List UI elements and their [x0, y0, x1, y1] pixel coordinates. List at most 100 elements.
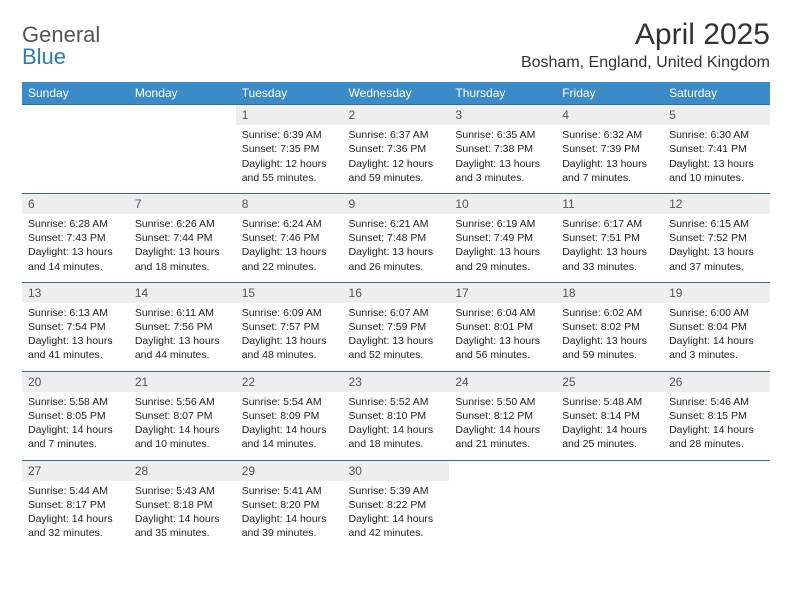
- calendar-cell: 15Sunrise: 6:09 AMSunset: 7:57 PMDayligh…: [236, 282, 343, 371]
- daylight-text: Daylight: 14 hours and 7 minutes.: [28, 423, 123, 451]
- logo: General Blue: [22, 18, 98, 68]
- day-content: Sunrise: 6:37 AMSunset: 7:36 PMDaylight:…: [343, 125, 450, 193]
- sunrise-text: Sunrise: 5:48 AM: [562, 395, 657, 409]
- daylight-text: Daylight: 12 hours and 59 minutes.: [349, 157, 444, 185]
- day-content: Sunrise: 6:15 AMSunset: 7:52 PMDaylight:…: [663, 214, 770, 282]
- sunset-text: Sunset: 7:36 PM: [349, 142, 444, 156]
- sunset-text: Sunset: 8:01 PM: [455, 320, 550, 334]
- day-content: Sunrise: 6:28 AMSunset: 7:43 PMDaylight:…: [22, 214, 129, 282]
- sunrise-text: Sunrise: 6:24 AM: [242, 217, 337, 231]
- calendar-row: 13Sunrise: 6:13 AMSunset: 7:54 PMDayligh…: [22, 282, 770, 371]
- day-content: Sunrise: 5:50 AMSunset: 8:12 PMDaylight:…: [449, 392, 556, 460]
- day-content: Sunrise: 6:39 AMSunset: 7:35 PMDaylight:…: [236, 125, 343, 193]
- day-content: Sunrise: 5:46 AMSunset: 8:15 PMDaylight:…: [663, 392, 770, 460]
- sunrise-text: Sunrise: 6:13 AM: [28, 306, 123, 320]
- calendar-cell: 3 Sunrise: 6:35 AMSunset: 7:38 PMDaylight…: [449, 105, 556, 194]
- daylight-text: Daylight: 13 hours and 41 minutes.: [28, 334, 123, 362]
- day-number: 27: [22, 461, 129, 481]
- daylight-text: Daylight: 14 hours and 14 minutes.: [242, 423, 337, 451]
- day-number: 14: [129, 283, 236, 303]
- calendar-cell: 30Sunrise: 5:39 AMSunset: 8:22 PMDayligh…: [343, 460, 450, 548]
- sunrise-text: Sunrise: 6:19 AM: [455, 217, 550, 231]
- calendar-cell: 20Sunrise: 5:58 AMSunset: 8:05 PMDayligh…: [22, 371, 129, 460]
- calendar-row: 27Sunrise: 5:44 AMSunset: 8:17 PMDayligh…: [22, 460, 770, 548]
- calendar-cell: 22Sunrise: 5:54 AMSunset: 8:09 PMDayligh…: [236, 371, 343, 460]
- day-content: Sunrise: 5:39 AMSunset: 8:22 PMDaylight:…: [343, 481, 450, 549]
- day-content: Sunrise: 6:32 AMSunset: 7:39 PMDaylight:…: [556, 125, 663, 193]
- sunset-text: Sunset: 7:51 PM: [562, 231, 657, 245]
- daylight-text: Daylight: 14 hours and 25 minutes.: [562, 423, 657, 451]
- daylight-text: Daylight: 13 hours and 3 minutes.: [455, 157, 550, 185]
- calendar-cell-empty: [556, 460, 663, 548]
- sunrise-text: Sunrise: 6:26 AM: [135, 217, 230, 231]
- sunrise-text: Sunrise: 5:56 AM: [135, 395, 230, 409]
- day-number: 29: [236, 461, 343, 481]
- daylight-text: Daylight: 13 hours and 18 minutes.: [135, 245, 230, 273]
- sunrise-text: Sunrise: 6:02 AM: [562, 306, 657, 320]
- calendar-cell: 8Sunrise: 6:24 AMSunset: 7:46 PMDaylight…: [236, 193, 343, 282]
- daylight-text: Daylight: 13 hours and 59 minutes.: [562, 334, 657, 362]
- day-number: 24: [449, 372, 556, 392]
- calendar-cell: 25Sunrise: 5:48 AMSunset: 8:14 PMDayligh…: [556, 371, 663, 460]
- day-content: Sunrise: 6:00 AMSunset: 8:04 PMDaylight:…: [663, 303, 770, 371]
- page-header: General Blue April 2025 Bosham, England,…: [22, 18, 770, 72]
- calendar-cell: 28Sunrise: 5:43 AMSunset: 8:18 PMDayligh…: [129, 460, 236, 548]
- sunrise-text: Sunrise: 6:00 AM: [669, 306, 764, 320]
- day-number: 6: [22, 194, 129, 214]
- calendar-cell-empty: [22, 105, 129, 194]
- calendar-cell: 13Sunrise: 6:13 AMSunset: 7:54 PMDayligh…: [22, 282, 129, 371]
- calendar-cell-empty: [129, 105, 236, 194]
- day-number: 12: [663, 194, 770, 214]
- day-content: Sunrise: 6:04 AMSunset: 8:01 PMDaylight:…: [449, 303, 556, 371]
- sunset-text: Sunset: 8:18 PM: [135, 498, 230, 512]
- day-number: 3: [449, 105, 556, 125]
- daylight-text: Daylight: 13 hours and 26 minutes.: [349, 245, 444, 273]
- logo-blue: Blue: [22, 44, 66, 69]
- daylight-text: Daylight: 14 hours and 3 minutes.: [669, 334, 764, 362]
- calendar-cell: 11Sunrise: 6:17 AMSunset: 7:51 PMDayligh…: [556, 193, 663, 282]
- sunset-text: Sunset: 8:02 PM: [562, 320, 657, 334]
- sunrise-text: Sunrise: 5:58 AM: [28, 395, 123, 409]
- sunset-text: Sunset: 7:39 PM: [562, 142, 657, 156]
- calendar-cell: 14Sunrise: 6:11 AMSunset: 7:56 PMDayligh…: [129, 282, 236, 371]
- sunset-text: Sunset: 7:48 PM: [349, 231, 444, 245]
- month-title: April 2025: [521, 18, 770, 52]
- sunrise-text: Sunrise: 5:44 AM: [28, 484, 123, 498]
- sunrise-text: Sunrise: 6:35 AM: [455, 128, 550, 142]
- calendar-cell: 10Sunrise: 6:19 AMSunset: 7:49 PMDayligh…: [449, 193, 556, 282]
- daylight-text: Daylight: 14 hours and 18 minutes.: [349, 423, 444, 451]
- daylight-text: Daylight: 13 hours and 22 minutes.: [242, 245, 337, 273]
- day-content: Sunrise: 6:21 AMSunset: 7:48 PMDaylight:…: [343, 214, 450, 282]
- sunset-text: Sunset: 7:52 PM: [669, 231, 764, 245]
- daylight-text: Daylight: 13 hours and 14 minutes.: [28, 245, 123, 273]
- day-header: Friday: [556, 82, 663, 105]
- day-number: 10: [449, 194, 556, 214]
- sunset-text: Sunset: 7:49 PM: [455, 231, 550, 245]
- day-content: Sunrise: 5:58 AMSunset: 8:05 PMDaylight:…: [22, 392, 129, 460]
- day-content: Sunrise: 6:11 AMSunset: 7:56 PMDaylight:…: [129, 303, 236, 371]
- day-content: Sunrise: 6:13 AMSunset: 7:54 PMDaylight:…: [22, 303, 129, 371]
- daylight-text: Daylight: 14 hours and 42 minutes.: [349, 512, 444, 540]
- calendar-cell: 19Sunrise: 6:00 AMSunset: 8:04 PMDayligh…: [663, 282, 770, 371]
- day-content: Sunrise: 5:41 AMSunset: 8:20 PMDaylight:…: [236, 481, 343, 549]
- day-header: Thursday: [449, 82, 556, 105]
- daylight-text: Daylight: 14 hours and 35 minutes.: [135, 512, 230, 540]
- calendar-cell: 4Sunrise: 6:32 AMSunset: 7:39 PMDaylight…: [556, 105, 663, 194]
- daylight-text: Daylight: 14 hours and 28 minutes.: [669, 423, 764, 451]
- sunset-text: Sunset: 7:59 PM: [349, 320, 444, 334]
- sunrise-text: Sunrise: 6:32 AM: [562, 128, 657, 142]
- calendar-cell: 16Sunrise: 6:07 AMSunset: 7:59 PMDayligh…: [343, 282, 450, 371]
- sunrise-text: Sunrise: 5:43 AM: [135, 484, 230, 498]
- day-number: 20: [22, 372, 129, 392]
- day-header: Monday: [129, 82, 236, 105]
- day-content: Sunrise: 5:48 AMSunset: 8:14 PMDaylight:…: [556, 392, 663, 460]
- calendar-cell: 2Sunrise: 6:37 AMSunset: 7:36 PMDaylight…: [343, 105, 450, 194]
- calendar-row: 1Sunrise: 6:39 AMSunset: 7:35 PMDaylight…: [22, 105, 770, 194]
- sunset-text: Sunset: 7:38 PM: [455, 142, 550, 156]
- calendar-cell: 17Sunrise: 6:04 AMSunset: 8:01 PMDayligh…: [449, 282, 556, 371]
- calendar-cell: 6Sunrise: 6:28 AMSunset: 7:43 PMDaylight…: [22, 193, 129, 282]
- day-number: 1: [236, 105, 343, 125]
- calendar-cell: 24Sunrise: 5:50 AMSunset: 8:12 PMDayligh…: [449, 371, 556, 460]
- calendar-head: SundayMondayTuesdayWednesdayThursdayFrid…: [22, 82, 770, 105]
- sunset-text: Sunset: 7:56 PM: [135, 320, 230, 334]
